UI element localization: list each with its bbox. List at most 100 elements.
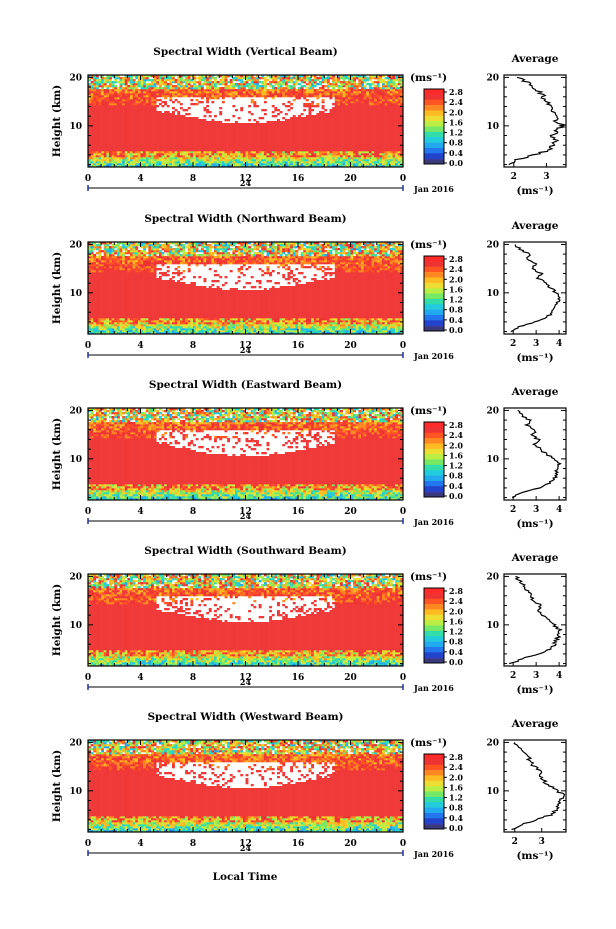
heatmap-cell — [185, 161, 188, 163]
heatmap-cell — [101, 129, 104, 131]
heatmap-cell — [91, 153, 94, 155]
heatmap-cell — [238, 123, 241, 125]
heatmap-cell — [358, 105, 361, 107]
heatmap-cell — [206, 143, 209, 145]
heatmap-cell — [151, 103, 154, 105]
heatmap-cell — [253, 157, 256, 159]
heatmap-cell — [348, 111, 351, 113]
heatmap-cell — [358, 85, 361, 87]
heatmap-cell — [151, 87, 154, 89]
heatmap-cell — [369, 131, 372, 133]
heatmap-cell — [290, 143, 293, 145]
heatmap-cell — [225, 155, 228, 157]
heatmap-cell — [366, 79, 369, 81]
heatmap-cell — [122, 151, 125, 153]
heatmap-cell — [343, 117, 346, 119]
heatmap-cell — [382, 99, 385, 101]
heatmap-cell — [351, 95, 354, 97]
heatmap-cell — [211, 95, 214, 97]
heatmap-cell — [146, 155, 149, 157]
heatmap-cell — [290, 163, 293, 165]
heatmap-cell — [91, 137, 94, 139]
heatmap-cell — [172, 95, 175, 97]
heatmap-cell — [127, 153, 130, 155]
heatmap-cell — [364, 115, 367, 117]
heatmap-cell — [277, 131, 280, 133]
heatmap-cell — [303, 77, 306, 79]
heatmap-cell — [243, 129, 246, 131]
heatmap-cell — [280, 129, 283, 131]
heatmap-cell — [112, 149, 115, 151]
heatmap-cell — [259, 155, 262, 157]
heatmap-cell — [141, 141, 144, 143]
heatmap-cell — [175, 143, 178, 145]
heatmap-cell — [332, 91, 335, 93]
heatmap-cell — [264, 77, 267, 79]
heatmap-cell — [211, 161, 214, 163]
heatmap-cell — [120, 133, 123, 135]
heatmap-cell — [285, 133, 288, 135]
heatmap-cell — [272, 159, 275, 161]
heatmap-cell — [356, 131, 359, 133]
heatmap-cell — [206, 151, 209, 153]
heatmap-cell — [130, 103, 133, 105]
heatmap-cell — [114, 101, 117, 103]
heatmap-cell — [106, 107, 109, 109]
heatmap-cell — [130, 105, 133, 107]
heatmap-cell — [309, 131, 312, 133]
heatmap-cell — [387, 135, 390, 137]
heatmap-cell — [127, 123, 130, 125]
heatmap-cell — [303, 153, 306, 155]
heatmap-cell — [272, 157, 275, 159]
heatmap-cell — [335, 105, 338, 107]
heatmap-cell — [156, 163, 159, 165]
heatmap-cell — [154, 95, 157, 97]
heatmap-cell — [246, 151, 249, 153]
heatmap-cell — [280, 133, 283, 135]
heatmap-cell — [337, 115, 340, 117]
heatmap-cell — [356, 107, 359, 109]
heatmap-cell — [201, 91, 204, 93]
heatmap-cell — [225, 123, 228, 125]
heatmap-cell — [374, 97, 377, 99]
heatmap-cell — [372, 115, 375, 117]
heatmap-cell — [356, 91, 359, 93]
heatmap-cell — [196, 135, 199, 137]
heatmap-cell — [322, 145, 325, 147]
heatmap-cell — [169, 131, 172, 133]
heatmap-cell — [125, 131, 128, 133]
heatmap-cell — [164, 149, 167, 151]
heatmap-cell — [162, 145, 165, 147]
heatmap-cell — [316, 79, 319, 81]
heatmap-cell — [133, 103, 136, 105]
heatmap-cell — [238, 77, 241, 79]
heatmap-cell — [332, 135, 335, 137]
heatmap-cell — [385, 123, 388, 125]
heatmap-cell — [293, 99, 296, 101]
heatmap-cell — [143, 155, 146, 157]
heatmap-cell — [109, 89, 112, 91]
heatmap-cell — [211, 91, 214, 93]
heatmap-cell — [222, 95, 225, 97]
heatmap-cell — [120, 137, 123, 139]
heatmap-cell — [353, 147, 356, 149]
heatmap-cell — [167, 79, 170, 81]
heatmap-cell — [393, 105, 396, 107]
heatmap-cell — [301, 123, 304, 125]
heatmap-cell — [169, 89, 172, 91]
heatmap-cell — [185, 79, 188, 81]
heatmap-cell — [130, 125, 133, 127]
heatmap-cell — [395, 125, 398, 127]
heatmap-cell — [277, 119, 280, 121]
heatmap-cell — [130, 77, 133, 79]
heatmap-cell — [206, 121, 209, 123]
heatmap-cell — [125, 89, 128, 91]
heatmap-cell — [374, 109, 377, 111]
heatmap-cell — [159, 155, 162, 157]
heatmap-cell — [366, 153, 369, 155]
heatmap-cell — [169, 83, 172, 85]
heatmap-cell — [217, 151, 220, 153]
heatmap-cell — [372, 133, 375, 135]
heatmap-cell — [274, 121, 277, 123]
heatmap-cell — [301, 125, 304, 127]
